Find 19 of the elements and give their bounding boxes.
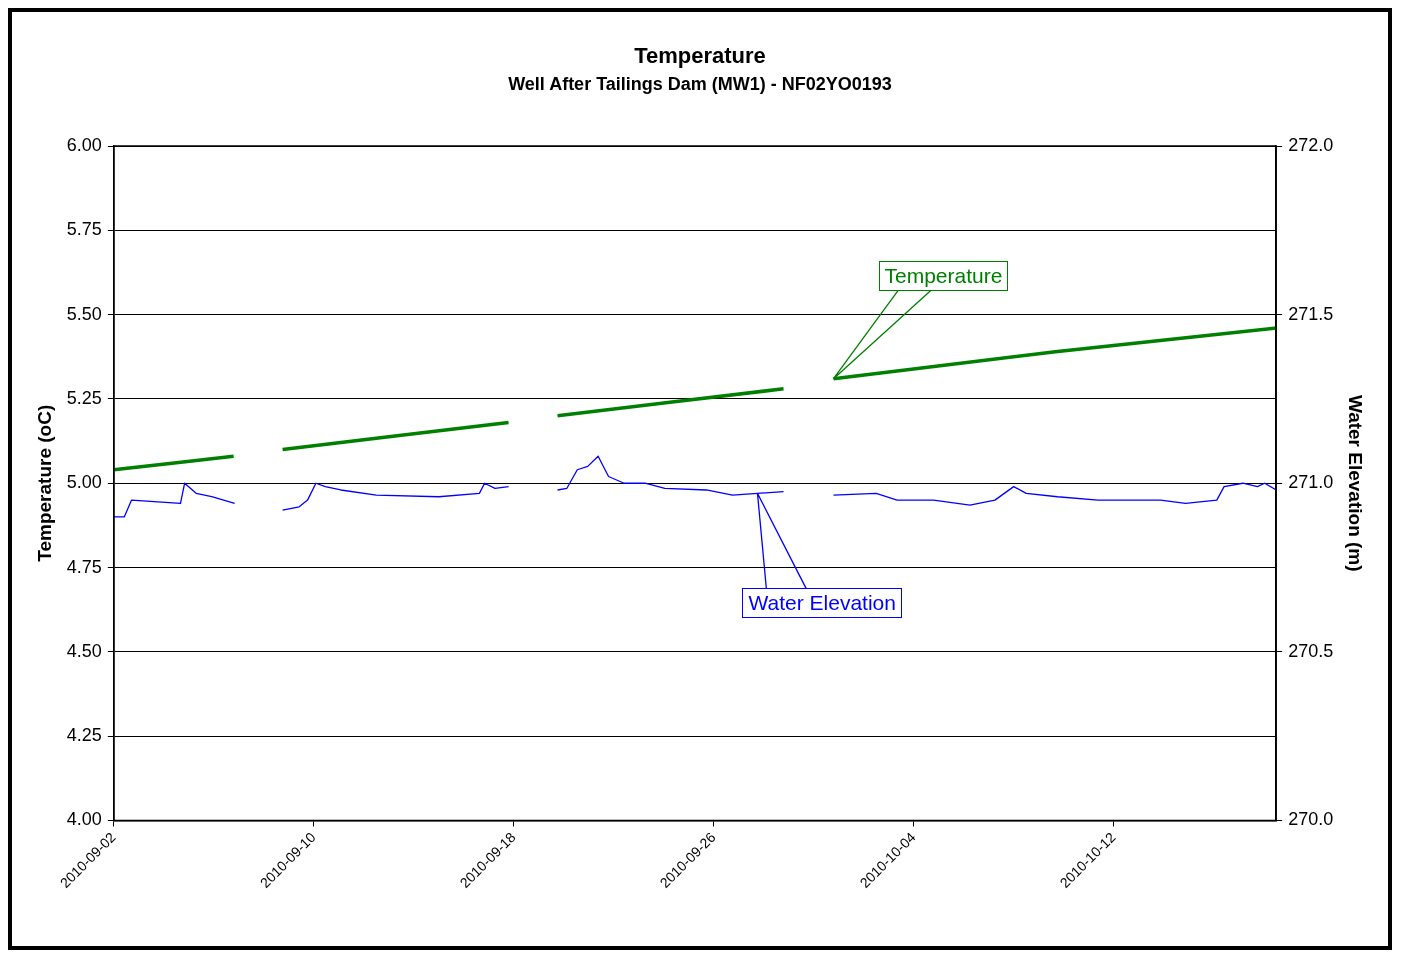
y-axis-title: Temperature (oC) <box>33 404 55 562</box>
text: Water Elevation <box>742 588 902 619</box>
text: Temperature <box>878 260 1009 291</box>
chart-title: Temperature <box>634 43 766 69</box>
y-tick-label: 4.50 <box>66 640 102 661</box>
y-tick-label: 6.00 <box>66 134 102 155</box>
y-tick-label: 4.00 <box>66 809 102 830</box>
y-tick-label: 5.00 <box>66 472 102 493</box>
y-tick-label: 4.25 <box>66 725 102 746</box>
y2-tick-label: 271.0 <box>1288 472 1334 493</box>
y-tick-label: 5.75 <box>66 219 102 240</box>
y-tick-label: 4.75 <box>66 556 102 577</box>
y2-tick-label: 270.5 <box>1288 640 1334 661</box>
y2-axis-title: Water Elevation (m) <box>1345 394 1367 572</box>
y-tick-label: 5.25 <box>66 387 102 408</box>
y2-tick-label: 272.0 <box>1288 134 1334 155</box>
y2-tick-label: 271.5 <box>1288 303 1334 324</box>
y-tick-label: 5.50 <box>66 303 102 324</box>
y2-tick-label: 270.0 <box>1288 809 1334 830</box>
